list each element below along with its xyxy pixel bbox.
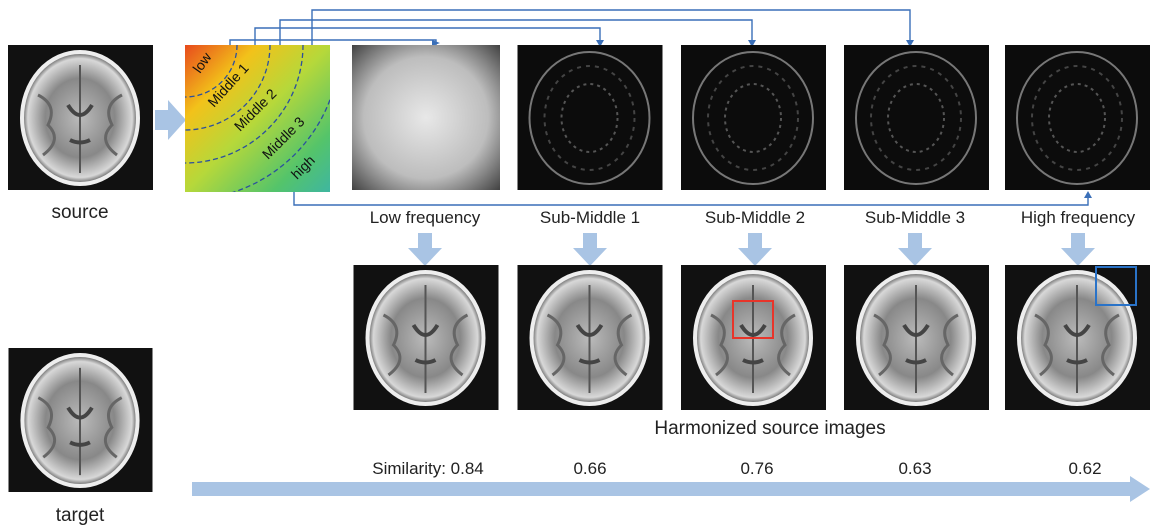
sub-middle-3-image	[844, 45, 989, 190]
source-image	[8, 45, 153, 190]
similarity-value: 0.63	[898, 459, 931, 478]
sub-middle-2-image	[681, 45, 826, 190]
column-label: Low frequency	[370, 208, 481, 227]
column-label: Sub-Middle 1	[540, 208, 640, 227]
column-label: Sub-Middle 2	[705, 208, 805, 227]
high-frequency-image	[1005, 45, 1150, 190]
low-frequency-image	[352, 45, 500, 190]
source-label: source	[51, 202, 108, 223]
column-label: High frequency	[1021, 208, 1136, 227]
harmonized-image	[354, 265, 499, 410]
target-image	[9, 348, 153, 492]
harmonized-image	[844, 265, 989, 410]
down-arrows	[408, 233, 1095, 266]
similarity-arrow	[192, 476, 1150, 502]
harmonized-image	[1005, 265, 1150, 410]
similarity-value: 0.66	[573, 459, 606, 478]
target-label: target	[56, 505, 105, 526]
harmonized-image	[518, 265, 663, 410]
figure: source target low Middle 1 Middle 2 Midd…	[0, 0, 1153, 529]
similarity: Similarity: 0.84	[372, 459, 484, 478]
harmonized-caption: Harmonized source images	[654, 418, 885, 439]
similarity-value: 0.84	[451, 459, 484, 478]
sub-middle-1-image	[518, 45, 663, 190]
arrow	[155, 100, 186, 140]
similarity-label: Similarity:	[372, 459, 446, 478]
similarity-value: 0.76	[740, 459, 773, 478]
similarity-value: 0.62	[1068, 459, 1101, 478]
column-label: Sub-Middle 3	[865, 208, 965, 227]
